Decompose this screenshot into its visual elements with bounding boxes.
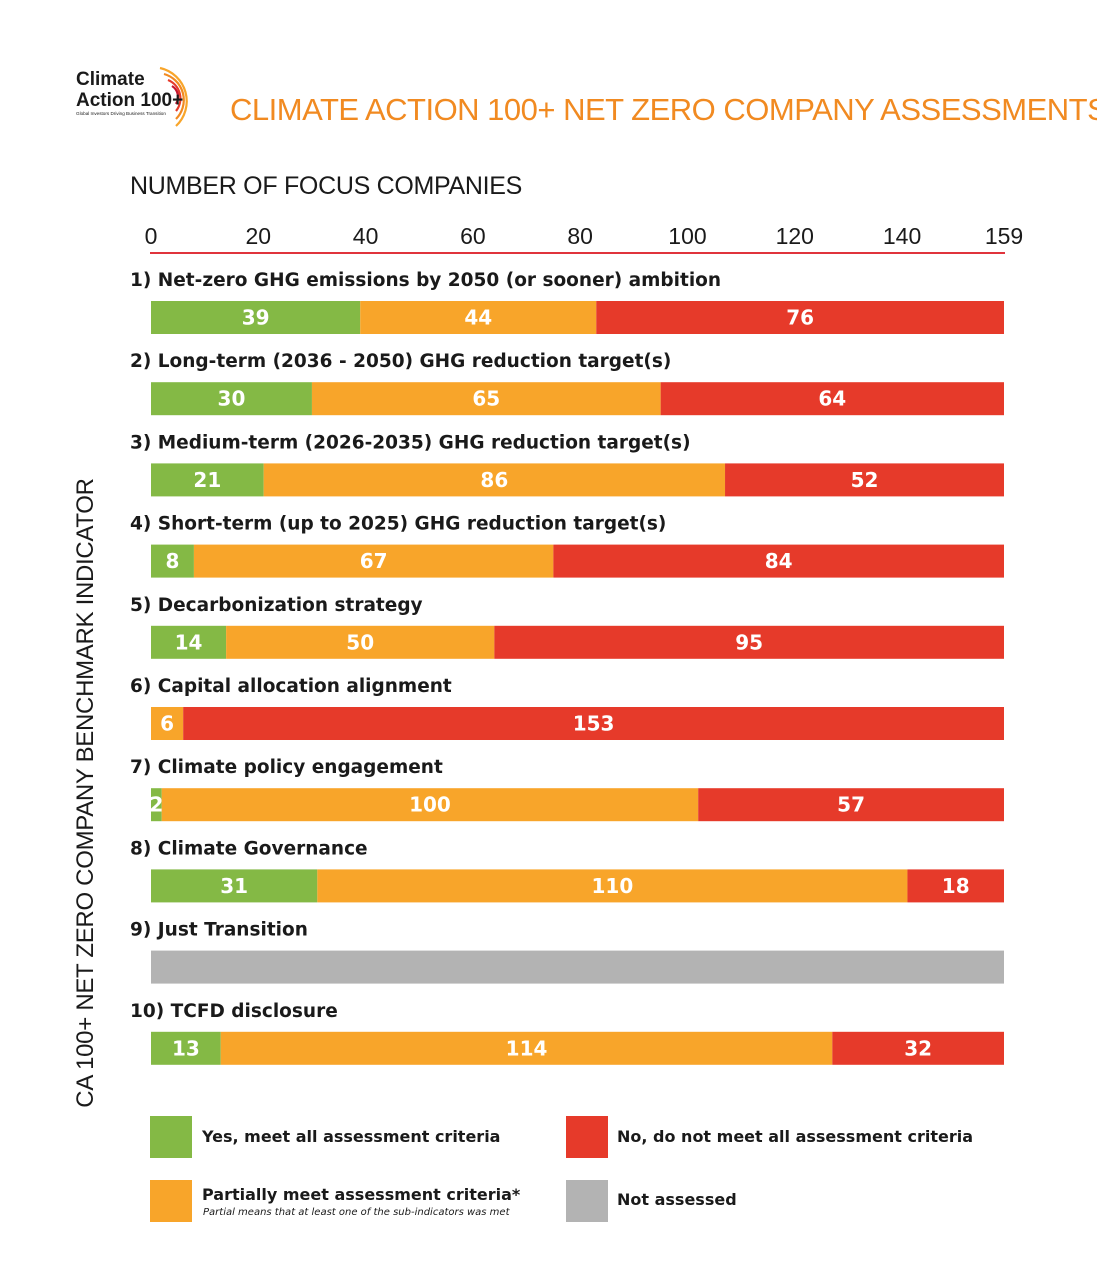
bar-value-label: 50: [346, 630, 374, 654]
bar-segment-partial: [151, 707, 184, 740]
bar-segment-partial: [220, 1031, 833, 1065]
bar-segment-yes: [151, 869, 318, 903]
bar-value-label: 44: [464, 306, 492, 330]
logo-line1: Climate: [76, 69, 145, 90]
x-tick-label: 120: [776, 223, 814, 249]
logo-rings: [159, 66, 188, 127]
bar-value-label: 52: [851, 468, 879, 492]
indicator-label: 3) Medium-term (2026-2035) GHG reduction…: [130, 432, 691, 453]
x-tick-label: 140: [883, 223, 921, 249]
bar-segment-yes: [151, 788, 162, 822]
bar-segment-yes: [151, 1031, 221, 1065]
bar-value-label: 76: [786, 306, 814, 330]
indicator-label: 4) Short-term (up to 2025) GHG reduction…: [130, 514, 666, 535]
bar-segment-not-assessed: [151, 950, 1004, 984]
legend-label-yes: Yes, meet all assessment criteria: [202, 1127, 501, 1146]
bar-value-label: 6: [160, 712, 174, 736]
bar-value-label: 153: [573, 712, 615, 736]
bar-value-label: 86: [480, 468, 508, 492]
bar-value-label: 2: [149, 793, 163, 817]
bar-value-label: 21: [193, 468, 221, 492]
bar-segment-partial: [263, 463, 726, 497]
bar-value-label: 110: [591, 874, 633, 898]
x-tick-label: 60: [460, 223, 486, 249]
bar-value-label: 13: [172, 1036, 200, 1060]
bar-segment-no: [494, 625, 1004, 659]
indicator-label: 1) Net-zero GHG emissions by 2050 (or so…: [130, 270, 721, 291]
x-tick-label: 100: [668, 223, 706, 249]
bar-segment-partial: [311, 382, 661, 416]
bar-segment-no: [698, 788, 1004, 822]
x-axis-title: NUMBER OF FOCUS COMPANIES: [130, 172, 523, 200]
bar-value-label: 39: [242, 306, 270, 330]
indicator-label: 8) Climate Governance: [130, 838, 368, 859]
x-tick-label: 80: [567, 223, 593, 249]
x-tick-label: 159: [985, 223, 1023, 249]
chart-title: CLIMATE ACTION 100+ NET ZERO COMPANY ASS…: [230, 92, 1097, 127]
bar-segment-partial: [193, 544, 554, 578]
legend-note-partial: Partial means that at least one of the s…: [203, 1207, 510, 1218]
bar-segment-no: [183, 707, 1005, 740]
bar-segment-no: [596, 301, 1004, 334]
legend-swatch-not-assessed: [566, 1180, 608, 1222]
bar-value-label: 57: [837, 793, 865, 817]
indicator-label: 6) Capital allocation alignment: [130, 676, 452, 697]
logo-line2: Action 100+: [76, 90, 183, 111]
bar-segment-partial: [317, 869, 908, 903]
bar-value-label: 8: [165, 549, 179, 573]
bar-segment-yes: [151, 625, 227, 659]
legend-swatch-no: [566, 1116, 608, 1158]
bar-value-label: 100: [409, 793, 451, 817]
bar-value-label: 95: [735, 630, 763, 654]
climate-action-100-logo: Climate Action 100+ Global Investors Dri…: [76, 66, 188, 127]
bar-value-label: 30: [218, 387, 246, 411]
bar-segment-yes: [151, 544, 194, 578]
bar-value-label: 31: [220, 874, 248, 898]
bar-segment-no: [725, 463, 1004, 497]
bar-value-label: 84: [765, 549, 793, 573]
bar-value-label: 64: [818, 387, 846, 411]
legend-label-no: No, do not meet all assessment criteria: [617, 1127, 973, 1146]
indicator-label: 5) Decarbonization strategy: [130, 595, 423, 616]
bar-value-label: 32: [904, 1036, 932, 1060]
bar-segment-partial: [360, 301, 597, 334]
x-tick-label: 0: [145, 223, 158, 249]
legend-label-not-assessed: Not assessed: [617, 1190, 737, 1209]
bar-segment-partial: [161, 788, 699, 822]
legend-swatch-yes: [150, 1116, 192, 1158]
bar-segment-no: [553, 544, 1004, 578]
x-tick-label: 40: [353, 223, 379, 249]
bar-segment-no: [832, 1031, 1004, 1065]
bar-segment-no: [660, 382, 1004, 416]
bar-value-label: 67: [360, 549, 388, 573]
x-tick-label: 20: [245, 223, 271, 249]
bar-value-label: 65: [472, 387, 500, 411]
legend-swatch-partial: [150, 1180, 192, 1222]
bar-value-label: 14: [175, 630, 203, 654]
bar-segment-yes: [151, 463, 264, 497]
bar-value-label: 114: [506, 1036, 548, 1060]
bar-segment-yes: [151, 382, 312, 416]
indicator-label: 9) Just Transition: [130, 920, 308, 941]
legend-label-partial: Partially meet assessment criteria*: [202, 1185, 521, 1204]
indicator-label: 2) Long-term (2036 - 2050) GHG reduction…: [130, 351, 671, 372]
indicator-label: 10) TCFD disclosure: [130, 1001, 338, 1022]
bar-segment-partial: [226, 625, 495, 659]
bar-segment-yes: [151, 301, 361, 334]
logo-tagline: Global Investors Driving Business Transi…: [76, 111, 166, 116]
indicator-label: 7) Climate policy engagement: [130, 757, 443, 778]
bar-value-label: 18: [942, 874, 970, 898]
bar-segment-no: [907, 869, 1004, 903]
